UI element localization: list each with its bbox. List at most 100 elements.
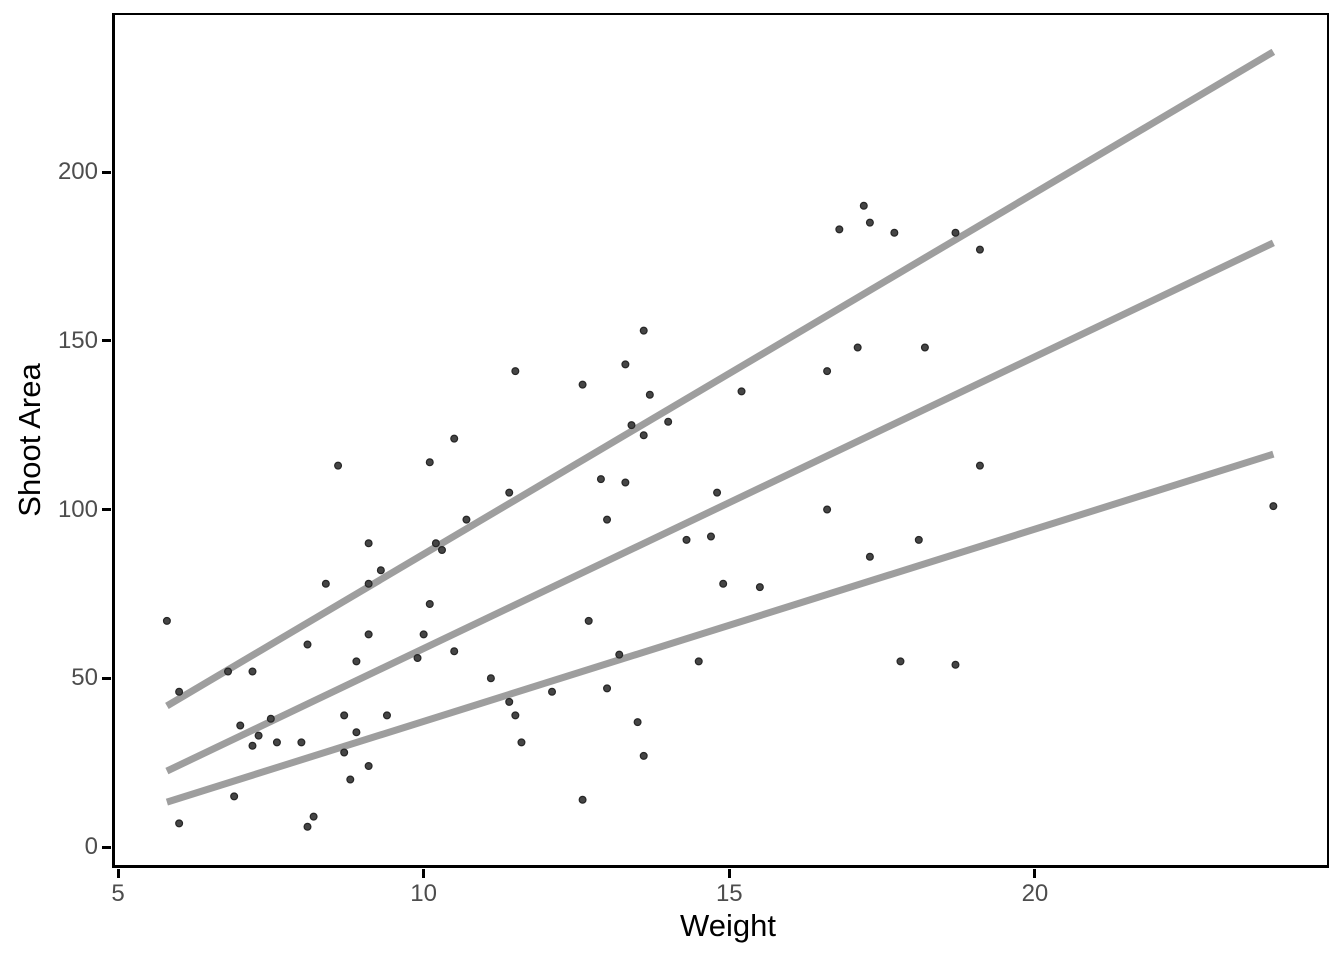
data-point bbox=[364, 630, 373, 639]
data-point bbox=[266, 714, 275, 723]
y-axis-tick bbox=[102, 170, 111, 174]
y-axis-tick bbox=[102, 845, 111, 849]
data-point bbox=[603, 515, 612, 524]
x-axis-tick-label: 10 bbox=[410, 880, 437, 907]
data-point bbox=[248, 741, 257, 750]
data-point bbox=[578, 380, 587, 389]
y-axis-tick-label: 50 bbox=[71, 664, 98, 692]
data-point bbox=[896, 657, 905, 666]
data-point bbox=[486, 674, 495, 683]
data-point bbox=[835, 225, 844, 234]
data-point bbox=[621, 360, 630, 369]
data-point bbox=[450, 434, 459, 443]
data-point bbox=[334, 461, 343, 470]
data-point bbox=[382, 711, 391, 720]
y-axis-tick bbox=[102, 676, 111, 680]
data-point bbox=[431, 539, 440, 548]
data-point bbox=[450, 647, 459, 656]
data-point bbox=[425, 599, 434, 608]
data-point bbox=[639, 751, 648, 760]
data-point bbox=[248, 667, 257, 676]
data-point bbox=[364, 579, 373, 588]
y-axis-tick bbox=[102, 339, 111, 343]
x-axis-tick bbox=[116, 869, 120, 878]
data-point bbox=[713, 488, 722, 497]
data-point bbox=[627, 421, 636, 430]
data-point bbox=[920, 343, 929, 352]
data-point bbox=[859, 201, 868, 210]
y-axis-tick-label: 150 bbox=[57, 326, 98, 354]
x-axis-tick-label: 5 bbox=[111, 880, 125, 907]
data-point bbox=[914, 535, 923, 544]
y-axis-tick-label: 200 bbox=[57, 158, 98, 185]
data-point bbox=[462, 515, 471, 524]
x-axis-title: Weight bbox=[680, 908, 776, 943]
data-point bbox=[853, 343, 862, 352]
data-point bbox=[975, 461, 984, 470]
data-point bbox=[639, 326, 648, 335]
data-point bbox=[865, 552, 874, 561]
data-point bbox=[340, 748, 349, 757]
data-point bbox=[376, 566, 385, 575]
data-point bbox=[664, 417, 673, 426]
plot-panel bbox=[112, 13, 1329, 868]
data-point bbox=[309, 812, 318, 821]
data-point bbox=[951, 228, 960, 237]
data-point bbox=[951, 660, 960, 669]
x-axis-tick bbox=[422, 869, 426, 878]
data-point bbox=[364, 761, 373, 770]
data-point bbox=[865, 218, 874, 227]
data-point bbox=[706, 532, 715, 541]
data-point bbox=[175, 687, 184, 696]
x-axis-tick bbox=[1033, 869, 1037, 878]
data-point bbox=[413, 653, 422, 662]
data-point bbox=[517, 738, 526, 747]
data-point bbox=[682, 535, 691, 544]
data-point bbox=[303, 822, 312, 831]
y-axis-tick bbox=[102, 508, 111, 511]
data-point bbox=[578, 795, 587, 804]
data-point bbox=[437, 545, 446, 554]
data-point bbox=[639, 431, 648, 440]
data-point bbox=[511, 711, 520, 720]
data-point bbox=[755, 583, 764, 592]
data-point bbox=[890, 228, 899, 237]
data-point bbox=[548, 687, 557, 696]
data-point bbox=[230, 792, 239, 801]
data-point bbox=[823, 367, 832, 376]
data-point bbox=[505, 697, 514, 706]
x-axis-tick-label: 20 bbox=[1021, 880, 1049, 907]
data-point bbox=[272, 738, 281, 747]
data-point bbox=[719, 579, 728, 588]
data-point bbox=[236, 721, 245, 730]
data-point bbox=[162, 616, 171, 625]
upper-quantile-line bbox=[165, 48, 1276, 709]
data-point bbox=[511, 367, 520, 376]
data-point bbox=[975, 245, 984, 254]
data-point bbox=[352, 728, 361, 737]
y-axis-tick-label: 0 bbox=[84, 833, 98, 860]
data-point bbox=[175, 819, 184, 828]
data-point bbox=[419, 630, 428, 639]
y-axis-title: Shoot Area bbox=[12, 363, 47, 517]
data-point bbox=[224, 667, 233, 676]
x-axis-tick bbox=[727, 869, 731, 878]
data-point bbox=[321, 579, 330, 588]
x-axis-tick-label: 15 bbox=[715, 880, 743, 907]
lower-quantile-line bbox=[165, 450, 1275, 806]
data-point bbox=[615, 650, 624, 659]
chart-canvas bbox=[162, 48, 1278, 831]
data-point bbox=[603, 684, 612, 693]
data-point bbox=[364, 539, 373, 548]
data-point bbox=[737, 387, 746, 396]
data-point bbox=[596, 475, 605, 484]
data-point bbox=[352, 657, 361, 666]
data-point bbox=[297, 738, 306, 747]
data-point bbox=[1269, 502, 1278, 511]
middle-quantile-line bbox=[165, 239, 1275, 775]
data-point bbox=[340, 711, 349, 720]
y-axis-tick-label: 100 bbox=[57, 495, 98, 523]
data-point bbox=[621, 478, 630, 487]
data-point bbox=[425, 458, 434, 467]
